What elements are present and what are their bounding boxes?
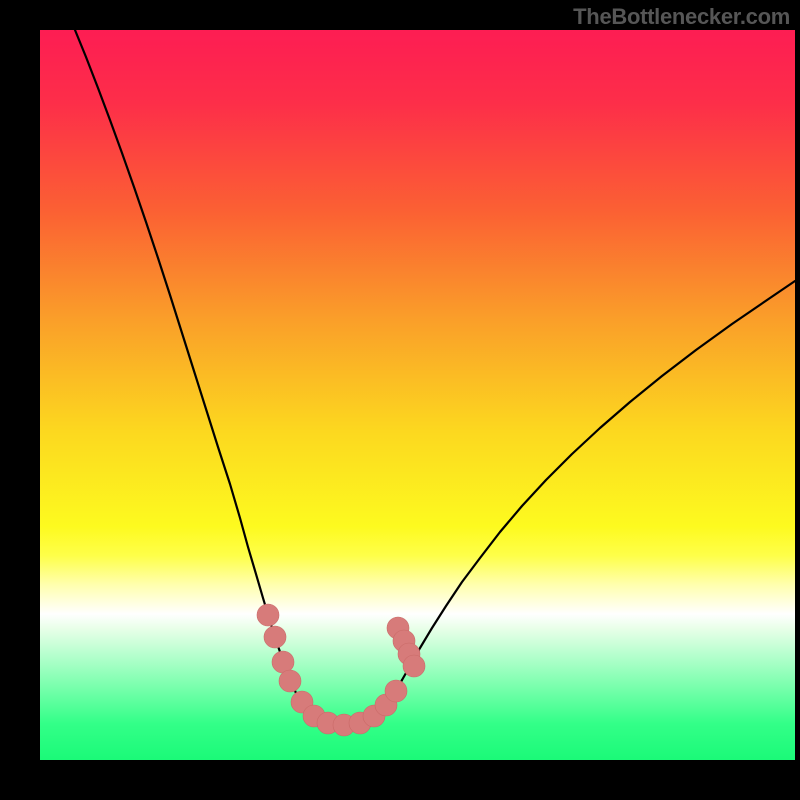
marker-left-descent <box>272 651 294 673</box>
marker-left-descent <box>264 626 286 648</box>
curve-left <box>75 30 290 680</box>
curve-right <box>402 281 795 680</box>
watermark-text: TheBottlenecker.com <box>573 4 790 30</box>
chart-svg <box>0 0 800 800</box>
marker-left-descent <box>257 604 279 626</box>
marker-right-ascent <box>403 655 425 677</box>
marker-left-descent <box>279 670 301 692</box>
marker-trough <box>385 680 407 702</box>
chart-container: TheBottlenecker.com <box>0 0 800 800</box>
